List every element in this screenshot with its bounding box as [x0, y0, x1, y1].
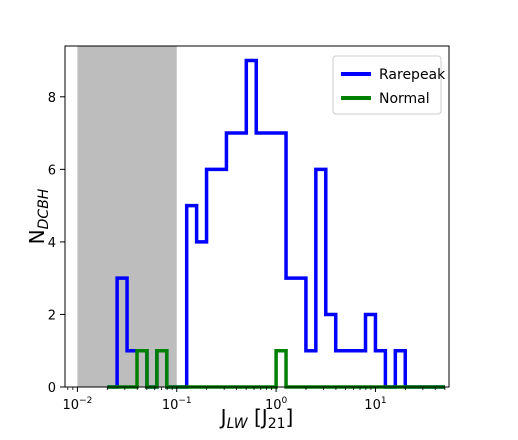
x-tick-label-base: 10: [364, 398, 381, 413]
y-axis-label: NDCBH: [25, 188, 52, 244]
x-axis-ticks: 10−2 10−1 100 101: [62, 387, 446, 413]
x-tick-label-exponent: 1: [381, 396, 387, 406]
y-tick-label: 0: [48, 381, 56, 396]
y-axis-ticks: 0 2 4 6 8: [48, 91, 65, 396]
x-tick-label-base: 10: [265, 398, 282, 413]
legend-label-rarepeak: Rarepeak: [379, 67, 446, 83]
plot-frame: [64, 45, 450, 388]
x-tick-label: 10−1: [162, 396, 192, 413]
x-tick-label-base: 10: [162, 398, 179, 413]
y-axis-label-main: N: [25, 229, 49, 244]
x-tick-label: 10−2: [62, 396, 92, 413]
y-tick-label: 4: [48, 236, 56, 251]
legend: Rarepeak Normal: [332, 55, 446, 115]
x-axis-label-bracket-open: [J: [248, 405, 268, 429]
x-tick-label-base: 10: [62, 398, 79, 413]
y-tick-label: 2: [48, 308, 56, 323]
x-tick-label: 100: [265, 396, 288, 413]
x-axis-label-main: J: [219, 405, 227, 429]
x-axis-label: JLW [J21]: [219, 405, 294, 432]
x-tick-label-exponent: −1: [178, 396, 191, 406]
x-tick-label: 101: [364, 396, 386, 413]
legend-label-normal: Normal: [379, 91, 430, 107]
x-tick-label-exponent: 0: [282, 396, 288, 406]
y-tick-label: 6: [48, 163, 56, 178]
x-axis-label-bracket-close: ]: [286, 405, 294, 429]
x-tick-label-exponent: −2: [79, 396, 92, 406]
y-axis-label-sub: DCBH: [36, 188, 52, 229]
y-tick-label: 8: [48, 91, 56, 106]
x-axis-label-bracket-sub: 21: [268, 416, 286, 432]
x-axis-label-sub: LW: [227, 416, 249, 432]
